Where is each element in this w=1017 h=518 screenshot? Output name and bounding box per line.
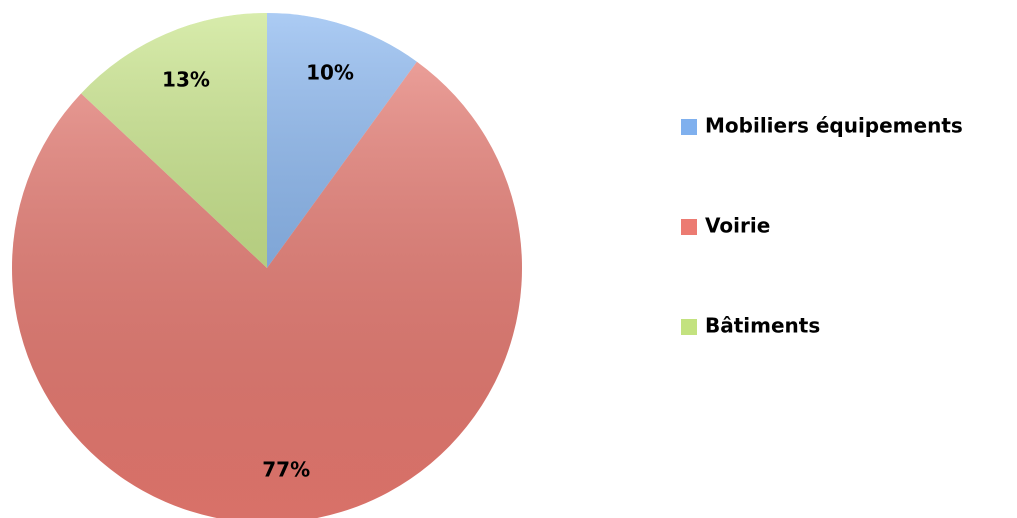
data-label: 13% [162,67,210,91]
data-label: 10% [306,60,354,84]
legend-label: Bâtiments [705,314,820,338]
legend-swatch [681,219,697,235]
legend-swatch [681,119,697,135]
legend-swatch [681,319,697,335]
pie [12,13,522,518]
legend-label: Voirie [705,214,770,238]
data-label: 77% [262,458,310,482]
labels: 10% 77% 13% Mobiliers équipements Voirie Bâti… [162,60,963,481]
legend-label: Mobiliers équipements [705,114,963,138]
